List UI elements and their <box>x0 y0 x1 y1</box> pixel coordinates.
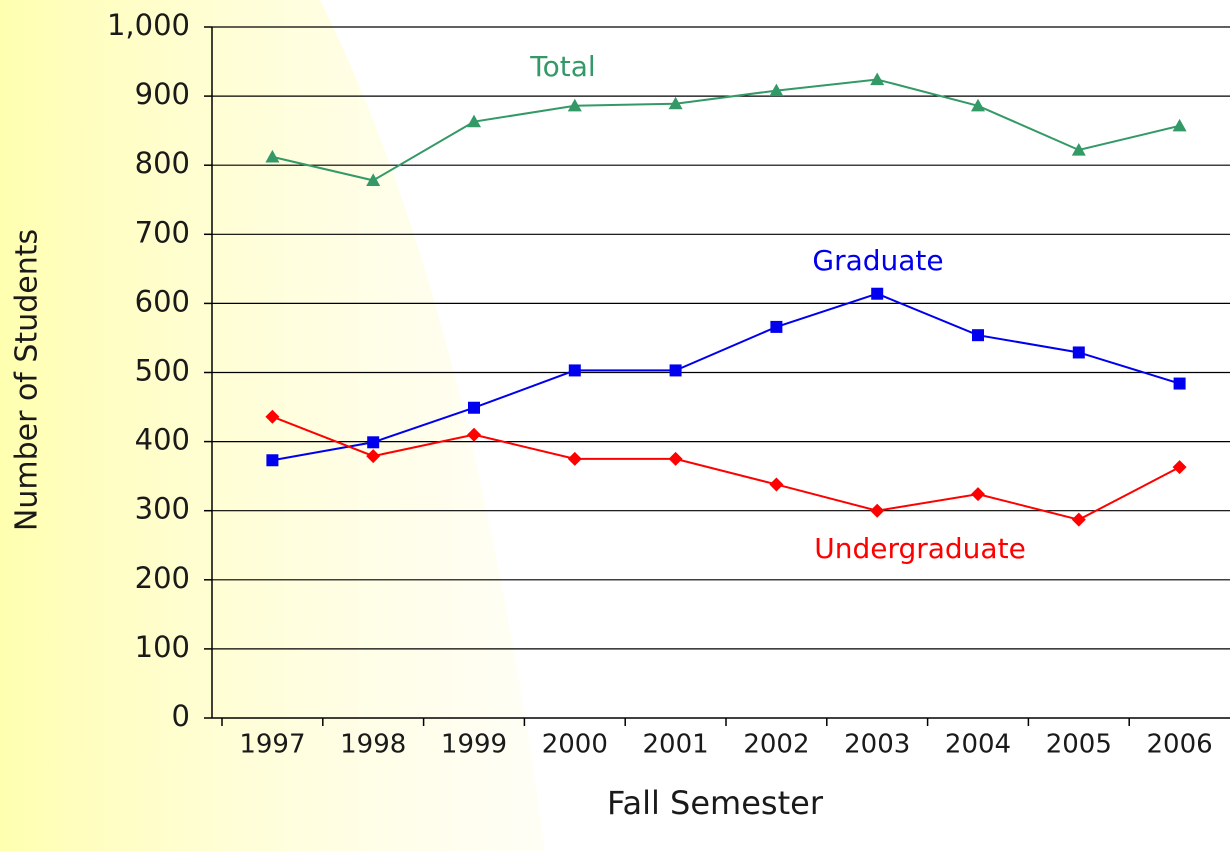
marker <box>1173 377 1186 390</box>
y-tick-label: 400 <box>135 423 190 457</box>
marker <box>1071 142 1086 156</box>
marker <box>769 83 784 97</box>
marker <box>265 409 280 424</box>
marker <box>669 364 682 377</box>
marker <box>668 96 683 110</box>
marker <box>971 98 985 112</box>
marker <box>769 477 784 492</box>
y-axis-label: Number of Students <box>10 229 45 531</box>
marker <box>668 451 683 466</box>
marker <box>871 287 884 300</box>
marker <box>567 451 582 466</box>
marker <box>770 320 783 333</box>
y-tick-label: 900 <box>135 77 190 111</box>
marker <box>366 173 381 187</box>
x-tick-label: 1998 <box>340 730 406 760</box>
series-line <box>272 78 1180 182</box>
marker <box>1071 512 1086 527</box>
series-label: Total <box>529 50 595 83</box>
y-tick-label: 300 <box>135 492 190 526</box>
marker <box>972 329 984 342</box>
marker <box>870 503 885 518</box>
series-line <box>272 292 1180 462</box>
marker <box>971 487 985 502</box>
y-tick-label: 500 <box>135 354 190 388</box>
y-tick-label: 800 <box>135 146 190 180</box>
x-tick-label: 2000 <box>542 730 608 760</box>
marker <box>467 114 481 128</box>
y-tick-label: 600 <box>135 284 190 318</box>
y-tick-label: 200 <box>135 561 190 595</box>
y-tick-label: 0 <box>172 699 190 733</box>
x-tick-label: 2004 <box>945 730 1011 760</box>
marker <box>1072 346 1085 359</box>
marker <box>468 401 480 414</box>
x-axis-label: Fall Semester <box>607 784 824 822</box>
marker <box>1172 118 1187 132</box>
y-tick-label: 700 <box>135 215 190 249</box>
x-tick-label: 1997 <box>239 730 305 760</box>
x-tick-label: 2003 <box>844 730 910 760</box>
background-wedge <box>0 0 545 851</box>
y-tick-label: 100 <box>135 630 190 664</box>
marker <box>870 72 885 86</box>
x-tick-label: 2001 <box>643 730 709 760</box>
marker <box>568 364 581 377</box>
x-tick-label: 1999 <box>441 730 507 760</box>
marker <box>266 454 279 467</box>
marker <box>567 98 582 112</box>
marker <box>367 436 380 449</box>
x-tick-label: 2006 <box>1147 730 1213 760</box>
marker <box>265 149 280 163</box>
x-tick-label: 2002 <box>743 730 809 760</box>
series-label: Graduate <box>812 244 943 277</box>
x-tick-label: 2005 <box>1046 730 1112 760</box>
marker <box>366 449 381 464</box>
marker <box>1172 460 1187 475</box>
marker <box>467 427 481 442</box>
series-line <box>272 415 1181 521</box>
series-label: Undergraduate <box>814 532 1026 565</box>
y-tick-label: 1,000 <box>107 8 190 42</box>
